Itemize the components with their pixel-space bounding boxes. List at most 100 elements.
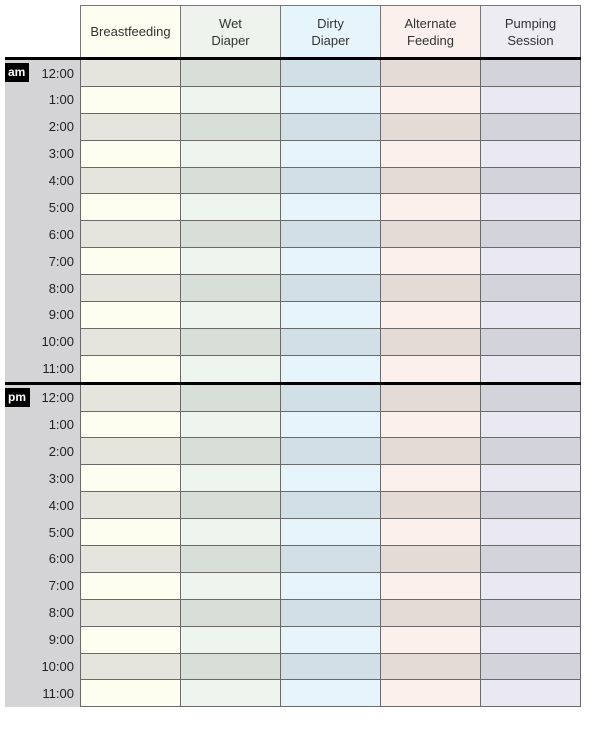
entry-cell-pumping[interactable]	[480, 301, 581, 329]
entry-cell-wet[interactable]	[180, 571, 281, 600]
entry-cell-pumping[interactable]	[480, 58, 581, 87]
entry-cell-wet[interactable]	[180, 518, 281, 547]
entry-cell-alternate[interactable]	[380, 464, 481, 493]
entry-cell-breastfeeding[interactable]	[80, 139, 181, 168]
entry-cell-breastfeeding[interactable]	[80, 85, 181, 114]
entry-cell-wet[interactable]	[180, 58, 281, 87]
entry-cell-breastfeeding[interactable]	[80, 437, 181, 466]
entry-cell-dirty[interactable]	[280, 193, 381, 222]
entry-cell-dirty[interactable]	[280, 166, 381, 195]
entry-cell-wet[interactable]	[180, 382, 281, 412]
entry-cell-dirty[interactable]	[280, 598, 381, 627]
entry-cell-alternate[interactable]	[380, 58, 481, 87]
entry-cell-alternate[interactable]	[380, 437, 481, 466]
entry-cell-dirty[interactable]	[280, 437, 381, 466]
entry-cell-dirty[interactable]	[280, 327, 381, 356]
entry-cell-dirty[interactable]	[280, 139, 381, 168]
entry-cell-breastfeeding[interactable]	[80, 679, 181, 708]
entry-cell-dirty[interactable]	[280, 112, 381, 141]
entry-cell-breastfeeding[interactable]	[80, 112, 181, 141]
entry-cell-dirty[interactable]	[280, 274, 381, 303]
entry-cell-pumping[interactable]	[480, 518, 581, 547]
entry-cell-alternate[interactable]	[380, 518, 481, 547]
entry-cell-alternate[interactable]	[380, 274, 481, 303]
entry-cell-breastfeeding[interactable]	[80, 410, 181, 439]
entry-cell-pumping[interactable]	[480, 382, 581, 412]
entry-cell-wet[interactable]	[180, 220, 281, 249]
entry-cell-dirty[interactable]	[280, 85, 381, 114]
entry-cell-pumping[interactable]	[480, 491, 581, 520]
entry-cell-dirty[interactable]	[280, 220, 381, 249]
entry-cell-breastfeeding[interactable]	[80, 382, 181, 412]
entry-cell-wet[interactable]	[180, 545, 281, 573]
entry-cell-alternate[interactable]	[380, 382, 481, 412]
entry-cell-dirty[interactable]	[280, 464, 381, 493]
entry-cell-dirty[interactable]	[280, 545, 381, 573]
entry-cell-alternate[interactable]	[380, 112, 481, 141]
entry-cell-wet[interactable]	[180, 410, 281, 439]
entry-cell-dirty[interactable]	[280, 354, 381, 384]
entry-cell-wet[interactable]	[180, 437, 281, 466]
entry-cell-pumping[interactable]	[480, 166, 581, 195]
entry-cell-dirty[interactable]	[280, 625, 381, 654]
entry-cell-pumping[interactable]	[480, 193, 581, 222]
entry-cell-alternate[interactable]	[380, 166, 481, 195]
entry-cell-wet[interactable]	[180, 301, 281, 329]
entry-cell-breastfeeding[interactable]	[80, 247, 181, 276]
entry-cell-alternate[interactable]	[380, 85, 481, 114]
entry-cell-alternate[interactable]	[380, 491, 481, 520]
entry-cell-dirty[interactable]	[280, 518, 381, 547]
entry-cell-wet[interactable]	[180, 112, 281, 141]
entry-cell-alternate[interactable]	[380, 625, 481, 654]
entry-cell-dirty[interactable]	[280, 571, 381, 600]
entry-cell-pumping[interactable]	[480, 652, 581, 681]
entry-cell-alternate[interactable]	[380, 598, 481, 627]
entry-cell-breastfeeding[interactable]	[80, 491, 181, 520]
entry-cell-breastfeeding[interactable]	[80, 220, 181, 249]
entry-cell-alternate[interactable]	[380, 139, 481, 168]
entry-cell-dirty[interactable]	[280, 58, 381, 87]
entry-cell-dirty[interactable]	[280, 410, 381, 439]
entry-cell-alternate[interactable]	[380, 652, 481, 681]
entry-cell-wet[interactable]	[180, 354, 281, 384]
entry-cell-wet[interactable]	[180, 274, 281, 303]
entry-cell-breastfeeding[interactable]	[80, 571, 181, 600]
entry-cell-pumping[interactable]	[480, 679, 581, 708]
entry-cell-wet[interactable]	[180, 327, 281, 356]
entry-cell-wet[interactable]	[180, 193, 281, 222]
entry-cell-alternate[interactable]	[380, 545, 481, 573]
entry-cell-pumping[interactable]	[480, 598, 581, 627]
entry-cell-breastfeeding[interactable]	[80, 274, 181, 303]
entry-cell-alternate[interactable]	[380, 410, 481, 439]
entry-cell-wet[interactable]	[180, 464, 281, 493]
entry-cell-alternate[interactable]	[380, 571, 481, 600]
entry-cell-pumping[interactable]	[480, 437, 581, 466]
entry-cell-dirty[interactable]	[280, 247, 381, 276]
entry-cell-pumping[interactable]	[480, 625, 581, 654]
entry-cell-wet[interactable]	[180, 166, 281, 195]
entry-cell-breastfeeding[interactable]	[80, 193, 181, 222]
entry-cell-breastfeeding[interactable]	[80, 598, 181, 627]
entry-cell-wet[interactable]	[180, 247, 281, 276]
entry-cell-wet[interactable]	[180, 652, 281, 681]
entry-cell-wet[interactable]	[180, 139, 281, 168]
entry-cell-wet[interactable]	[180, 625, 281, 654]
entry-cell-dirty[interactable]	[280, 382, 381, 412]
entry-cell-breastfeeding[interactable]	[80, 464, 181, 493]
entry-cell-pumping[interactable]	[480, 220, 581, 249]
entry-cell-dirty[interactable]	[280, 491, 381, 520]
entry-cell-wet[interactable]	[180, 85, 281, 114]
entry-cell-alternate[interactable]	[380, 301, 481, 329]
entry-cell-breastfeeding[interactable]	[80, 301, 181, 329]
entry-cell-breastfeeding[interactable]	[80, 166, 181, 195]
entry-cell-pumping[interactable]	[480, 545, 581, 573]
entry-cell-alternate[interactable]	[380, 193, 481, 222]
entry-cell-pumping[interactable]	[480, 327, 581, 356]
entry-cell-pumping[interactable]	[480, 354, 581, 384]
entry-cell-wet[interactable]	[180, 598, 281, 627]
entry-cell-dirty[interactable]	[280, 301, 381, 329]
entry-cell-pumping[interactable]	[480, 139, 581, 168]
entry-cell-pumping[interactable]	[480, 112, 581, 141]
entry-cell-pumping[interactable]	[480, 274, 581, 303]
entry-cell-pumping[interactable]	[480, 410, 581, 439]
